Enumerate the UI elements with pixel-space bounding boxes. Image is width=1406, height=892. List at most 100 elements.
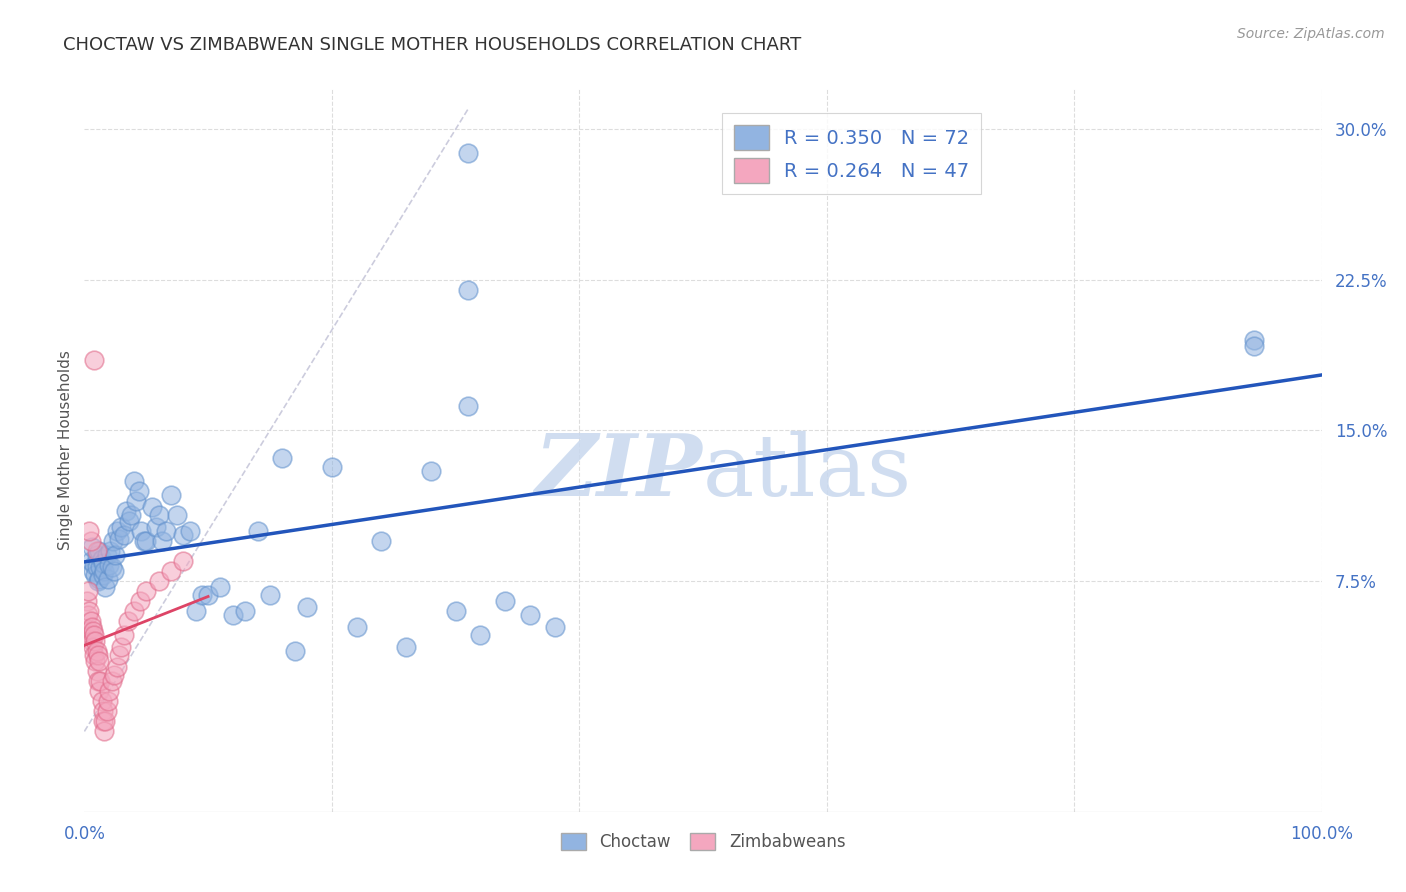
Point xyxy=(86,548,108,562)
Point xyxy=(79,524,101,538)
Point xyxy=(98,543,121,558)
Point xyxy=(79,624,101,639)
Point xyxy=(179,524,201,538)
Point xyxy=(84,634,107,648)
Point xyxy=(84,654,107,668)
Point xyxy=(89,674,111,689)
Point xyxy=(101,533,124,548)
Point xyxy=(246,524,269,538)
Legend: Choctaw, Zimbabweans: Choctaw, Zimbabweans xyxy=(554,826,852,857)
Point xyxy=(80,540,103,554)
Point xyxy=(97,694,120,708)
Point xyxy=(90,694,112,708)
Text: CHOCTAW VS ZIMBABWEAN SINGLE MOTHER HOUSEHOLDS CORRELATION CHART: CHOCTAW VS ZIMBABWEAN SINGLE MOTHER HOUS… xyxy=(63,36,801,54)
Point xyxy=(160,487,183,501)
Point xyxy=(83,353,105,368)
Point xyxy=(122,604,145,618)
Point xyxy=(87,674,110,689)
Point xyxy=(87,574,110,588)
Point xyxy=(184,604,207,618)
Point xyxy=(370,533,392,548)
Point xyxy=(105,524,128,538)
Point xyxy=(83,628,105,642)
Point xyxy=(112,628,135,642)
Point xyxy=(108,532,131,546)
Point xyxy=(160,564,183,578)
Point xyxy=(457,399,479,413)
Point xyxy=(222,608,245,623)
Point xyxy=(120,508,142,522)
Point xyxy=(79,554,101,568)
Point xyxy=(132,533,155,548)
Point xyxy=(83,648,105,662)
Point xyxy=(172,528,194,542)
Point xyxy=(80,634,103,648)
Point xyxy=(91,568,114,582)
Point xyxy=(150,533,173,548)
Point xyxy=(80,620,103,634)
Point xyxy=(141,500,163,514)
Point xyxy=(98,558,121,572)
Point xyxy=(82,624,104,639)
Point xyxy=(96,548,118,562)
Point xyxy=(148,574,170,588)
Point xyxy=(125,493,148,508)
Point xyxy=(444,604,467,618)
Point xyxy=(100,674,122,689)
Point xyxy=(129,594,152,608)
Point xyxy=(79,628,101,642)
Point xyxy=(94,714,117,729)
Point xyxy=(129,524,152,538)
Point xyxy=(90,551,112,566)
Point xyxy=(543,620,565,634)
Point xyxy=(105,660,128,674)
Point xyxy=(89,560,111,574)
Point xyxy=(155,524,177,538)
Point xyxy=(110,640,132,655)
Point xyxy=(112,528,135,542)
Point xyxy=(128,483,150,498)
Point xyxy=(108,648,131,662)
Point xyxy=(91,714,114,729)
Point xyxy=(103,668,125,682)
Point xyxy=(470,628,492,642)
Point xyxy=(86,543,108,558)
Point xyxy=(419,464,441,478)
Point xyxy=(97,572,120,586)
Point xyxy=(346,620,368,634)
Point xyxy=(86,664,108,679)
Point xyxy=(457,146,479,161)
Point xyxy=(87,648,110,662)
Point xyxy=(457,283,479,297)
Point xyxy=(93,564,115,578)
Point xyxy=(321,459,343,474)
Point xyxy=(295,600,318,615)
Point xyxy=(96,705,118,719)
Point xyxy=(79,604,101,618)
Point xyxy=(89,654,111,668)
Point xyxy=(395,640,418,655)
Point xyxy=(284,644,307,658)
Point xyxy=(89,684,111,698)
Y-axis label: Single Mother Households: Single Mother Households xyxy=(58,351,73,550)
Point xyxy=(135,583,157,598)
Point xyxy=(93,724,115,739)
Point xyxy=(79,533,101,548)
Point xyxy=(79,614,101,628)
Point xyxy=(117,614,139,628)
Point xyxy=(148,508,170,522)
Point xyxy=(197,588,219,602)
Point xyxy=(110,519,132,533)
Point xyxy=(100,560,122,574)
Point xyxy=(89,572,111,586)
Point xyxy=(83,558,105,572)
Point xyxy=(94,580,117,594)
Point xyxy=(86,644,108,658)
Point xyxy=(91,705,114,719)
Text: ZIP: ZIP xyxy=(536,430,703,514)
Point xyxy=(145,519,167,533)
Point xyxy=(77,583,100,598)
Point xyxy=(494,594,516,608)
Point xyxy=(77,608,100,623)
Point xyxy=(115,503,138,517)
